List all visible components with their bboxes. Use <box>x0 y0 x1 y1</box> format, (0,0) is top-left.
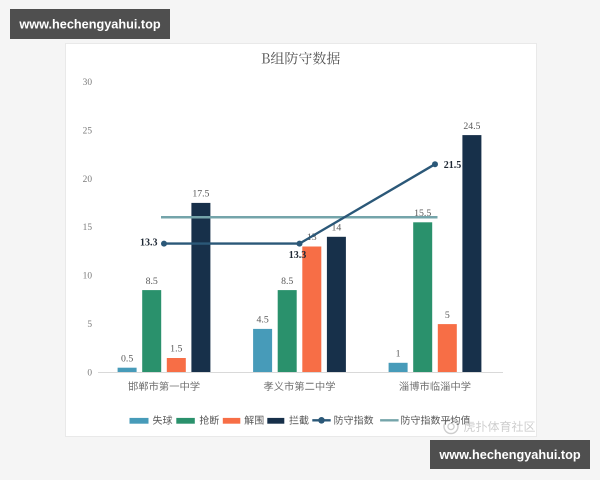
svg-text:5: 5 <box>445 310 450 321</box>
svg-text:www.hechengyahui.top: www.hechengyahui.top <box>438 448 580 462</box>
svg-text:30: 30 <box>83 78 93 88</box>
svg-text:15.5: 15.5 <box>414 208 431 219</box>
svg-text:1.5: 1.5 <box>170 344 182 355</box>
svg-text:13.3: 13.3 <box>140 237 158 248</box>
svg-text:21.5: 21.5 <box>444 160 462 171</box>
svg-text:13.3: 13.3 <box>289 250 307 261</box>
svg-text:20: 20 <box>83 175 93 185</box>
svg-text:17.5: 17.5 <box>192 189 209 200</box>
svg-text:4.5: 4.5 <box>256 315 268 326</box>
svg-text:14: 14 <box>332 223 342 234</box>
svg-text:1: 1 <box>396 349 401 360</box>
svg-text:www.hechengyahui.top: www.hechengyahui.top <box>18 18 160 32</box>
svg-text:10: 10 <box>83 272 93 282</box>
svg-text:15: 15 <box>83 223 93 233</box>
svg-text:0.5: 0.5 <box>121 353 133 364</box>
svg-text:25: 25 <box>83 126 93 136</box>
svg-text:5: 5 <box>87 320 92 330</box>
svg-text:8.5: 8.5 <box>146 276 158 287</box>
svg-text:8.5: 8.5 <box>281 276 293 287</box>
svg-text:0: 0 <box>87 369 92 379</box>
svg-text:24.5: 24.5 <box>463 121 480 132</box>
